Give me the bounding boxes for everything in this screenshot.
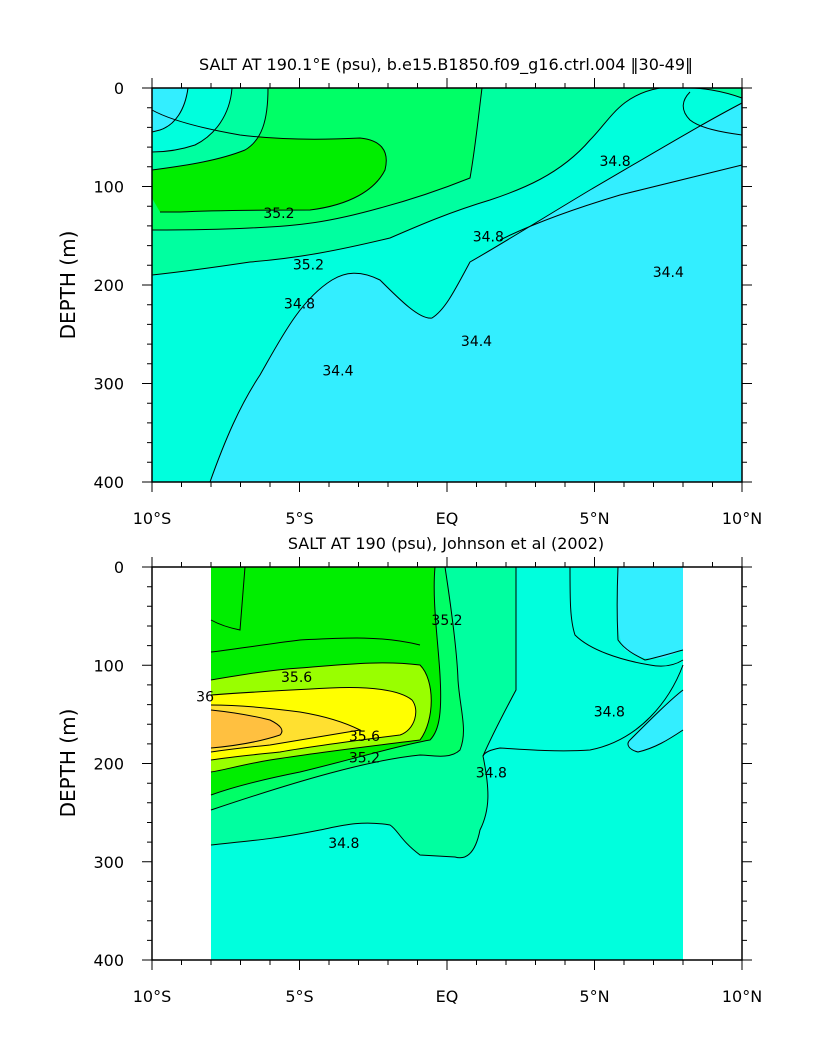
panel-2-contour-lines — [210, 566, 684, 859]
panel-1-ticks — [142, 78, 752, 492]
contour-label: 34.8 — [328, 836, 359, 852]
panel-2-x-tick-eq: EQ — [436, 987, 459, 1006]
contour-line — [210, 566, 464, 811]
panel-1-y-tick-200: 200 — [93, 276, 124, 295]
contour-line — [151, 87, 233, 153]
panel-2-y-tick-100: 100 — [93, 656, 124, 675]
contour-line — [209, 102, 743, 483]
contour-line — [210, 662, 432, 773]
contour-label: 36 — [196, 690, 214, 706]
panel-1-contour-labels: 35.2 35.2 34.8 34.8 34.8 34.4 34.4 34.4 — [263, 154, 684, 380]
contour-label: 35.2 — [263, 206, 294, 222]
panel-2-y-tick-200: 200 — [93, 755, 124, 774]
contour-label: 34.8 — [600, 154, 631, 170]
panel-2-contour-labels: 35.6 36 35.6 35.2 35.2 34.8 34.8 34.8 — [196, 613, 625, 852]
panel-1-y-tick-400: 400 — [93, 473, 124, 492]
contour-line — [210, 566, 442, 796]
contour-label: 34.4 — [322, 364, 353, 380]
panel-2-fill-tr — [617, 567, 683, 659]
panel-2-x-tick-5s: 5°S — [285, 987, 313, 1006]
panel-2-y-tick-400: 400 — [93, 951, 124, 970]
panel-2-x-tick-10s: 10°S — [133, 987, 172, 1006]
contour-line — [482, 664, 684, 757]
contour-line — [616, 566, 684, 661]
contour-label: 34.4 — [461, 334, 492, 350]
panel-1-fill-tl-3 — [152, 88, 188, 132]
contour-line — [499, 164, 743, 241]
contour-line — [627, 689, 684, 753]
contour-label: 35.2 — [431, 613, 462, 629]
contour-line — [151, 109, 387, 213]
contour-label: 35.2 — [293, 257, 324, 273]
panel-1-x-tick-5n: 5°N — [579, 509, 609, 528]
panel-2-minor-ticks — [147, 562, 747, 965]
panel-1-minor-ticks — [147, 83, 747, 487]
contour-line — [151, 87, 269, 171]
contour-label: 35.6 — [281, 670, 312, 686]
panel-2-x-tick-10n: 10°N — [722, 987, 762, 1006]
panel-1-x-tick-10s: 10°S — [133, 509, 172, 528]
contour-label: 34.8 — [594, 704, 625, 720]
panel-2-fill-r — [627, 690, 683, 752]
contour-line — [210, 704, 362, 753]
panel-1-plot-area: 35.2 35.2 34.8 34.8 34.8 34.4 34.4 34.4 — [151, 87, 743, 483]
panel-1-x-tick-10n: 10°N — [722, 509, 762, 528]
panel-1: SALT AT 190.1°E (psu), b.e15.B1850.f09_g… — [56, 55, 762, 528]
panel-2-y-axis-label: DEPTH (m) — [56, 709, 80, 818]
contour-label: 35.6 — [349, 729, 380, 745]
panel-2-plot-area: 35.6 36 35.6 35.2 35.2 34.8 34.8 34.8 — [196, 566, 684, 960]
contour-label: 34.8 — [473, 230, 504, 246]
panel-2-major-ticks — [142, 557, 752, 970]
contour-label: 34.4 — [653, 265, 684, 281]
contour-line — [151, 87, 189, 133]
contour-label: 34.8 — [476, 765, 507, 781]
contour-line — [682, 91, 743, 136]
panel-1-title: SALT AT 190.1°E (psu), b.e15.B1850.f09_g… — [199, 55, 693, 75]
contour-label: 34.8 — [284, 297, 315, 313]
contour-line — [210, 709, 283, 749]
panel-2-x-tick-5n: 5°N — [579, 987, 609, 1006]
panel-1-major-ticks — [142, 78, 752, 492]
panel-1-x-tick-eq: EQ — [436, 509, 459, 528]
contour-line — [210, 566, 246, 631]
contour-line — [210, 687, 417, 761]
panel-1-y-tick-100: 100 — [93, 178, 124, 197]
panel-2-y-tick-0: 0 — [114, 558, 124, 577]
panel-2-ticks — [142, 557, 752, 970]
contour-line — [151, 87, 483, 231]
panel-2-fill-36 — [211, 710, 282, 748]
panel-1-contour-lines — [151, 87, 743, 483]
panel-2-y-tick-300: 300 — [93, 853, 124, 872]
panel-1-y-tick-300: 300 — [93, 375, 124, 394]
contour-line — [569, 566, 684, 667]
panel-2-title: SALT AT 190 (psu), Johnson et al (2002) — [288, 534, 604, 553]
panel-2: SALT AT 190 (psu), Johnson et al (2002) — [56, 534, 762, 1006]
contour-label: 35.2 — [349, 751, 380, 767]
panel-1-y-axis-label: DEPTH (m) — [56, 231, 80, 340]
panel-1-y-tick-0: 0 — [114, 79, 124, 98]
panel-1-x-tick-5s: 5°S — [285, 509, 313, 528]
contour-line — [210, 637, 421, 653]
